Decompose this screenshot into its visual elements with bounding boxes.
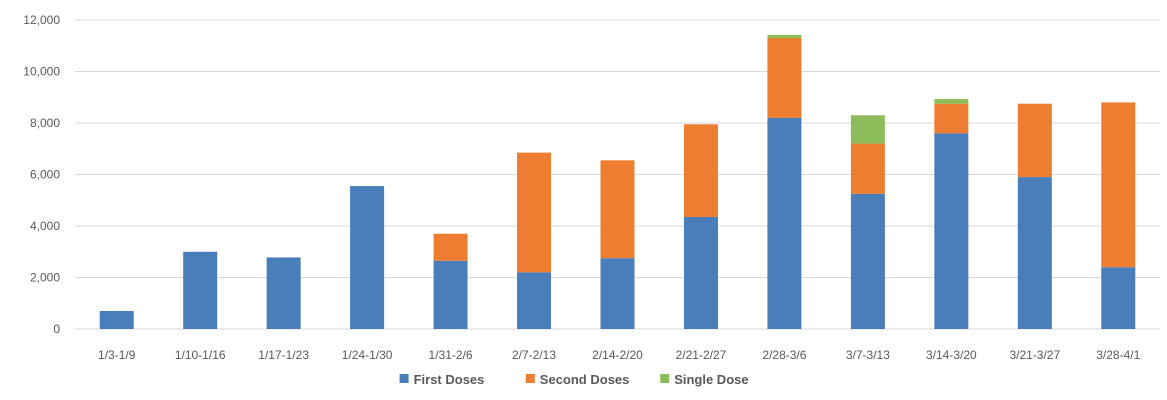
bar-first-doses (433, 260, 468, 329)
bar-first-doses (1017, 177, 1052, 329)
x-axis-ticks: 1/3-1/9 1/10-1/16 1/17-1/23 1/24-1/30 1/31-2… (98, 348, 1141, 362)
bar-second-doses (517, 152, 552, 273)
legend-label: First Doses (414, 372, 485, 387)
bar-first-doses (683, 216, 718, 329)
y-axis-ticks: 0 2,000 4,000 6,000 8,000 10,000 12,000 (23, 13, 60, 336)
x-tick-label: 1/10-1/16 (175, 348, 226, 362)
x-tick-label: 3/7-3/13 (846, 348, 890, 362)
legend: First Doses Second Doses Single Dose (399, 372, 749, 387)
x-tick-label: 2/14-2/20 (592, 348, 643, 362)
x-tick-label: 3/21-3/27 (1009, 348, 1060, 362)
bar-first-doses (767, 117, 802, 329)
legend-label: Single Dose (674, 372, 748, 387)
bar-second-doses (1101, 102, 1136, 268)
bar-second-doses (850, 143, 885, 194)
y-tick-label: 12,000 (23, 13, 60, 27)
bar-second-doses (600, 160, 635, 259)
bar-single-dose (934, 99, 969, 104)
bar-single-dose (850, 115, 885, 144)
y-tick-label: 6,000 (30, 168, 60, 182)
legend-swatch (525, 374, 535, 383)
y-tick-label: 4,000 (30, 219, 60, 233)
x-tick-label: 1/31-2/6 (429, 348, 473, 362)
y-tick-label: 0 (53, 322, 60, 336)
bar-first-doses (517, 272, 552, 329)
legend-label: Second Doses (540, 372, 630, 387)
y-tick-label: 10,000 (23, 65, 60, 79)
bar-first-doses (600, 258, 635, 329)
bar-second-doses (767, 38, 802, 118)
bar-first-doses (350, 186, 385, 329)
bar-first-doses (183, 251, 218, 329)
x-tick-label: 2/7-2/13 (512, 348, 556, 362)
x-tick-label: 2/21-2/27 (676, 348, 727, 362)
bar-single-dose (767, 34, 802, 39)
x-tick-label: 1/24-1/30 (342, 348, 393, 362)
x-tick-label: 1/3-1/9 (98, 348, 136, 362)
x-tick-label: 3/28-4/1 (1096, 348, 1140, 362)
bar-first-doses (1101, 267, 1136, 329)
bar-first-doses (850, 193, 885, 329)
bar-first-doses (934, 133, 969, 329)
bars (99, 34, 1136, 329)
y-tick-label: 8,000 (30, 116, 60, 130)
bar-second-doses (433, 233, 468, 261)
y-tick-label: 2,000 (30, 271, 60, 285)
bar-first-doses (99, 310, 134, 329)
legend-swatch (399, 374, 409, 383)
x-tick-label: 1/17-1/23 (258, 348, 309, 362)
bar-second-doses (683, 124, 718, 217)
x-tick-label: 3/14-3/20 (926, 348, 977, 362)
x-tick-label: 2/28-3/6 (762, 348, 806, 362)
bar-second-doses (1017, 103, 1052, 178)
bar-second-doses (934, 103, 969, 134)
bar-first-doses (266, 257, 301, 329)
legend-swatch (660, 374, 670, 383)
